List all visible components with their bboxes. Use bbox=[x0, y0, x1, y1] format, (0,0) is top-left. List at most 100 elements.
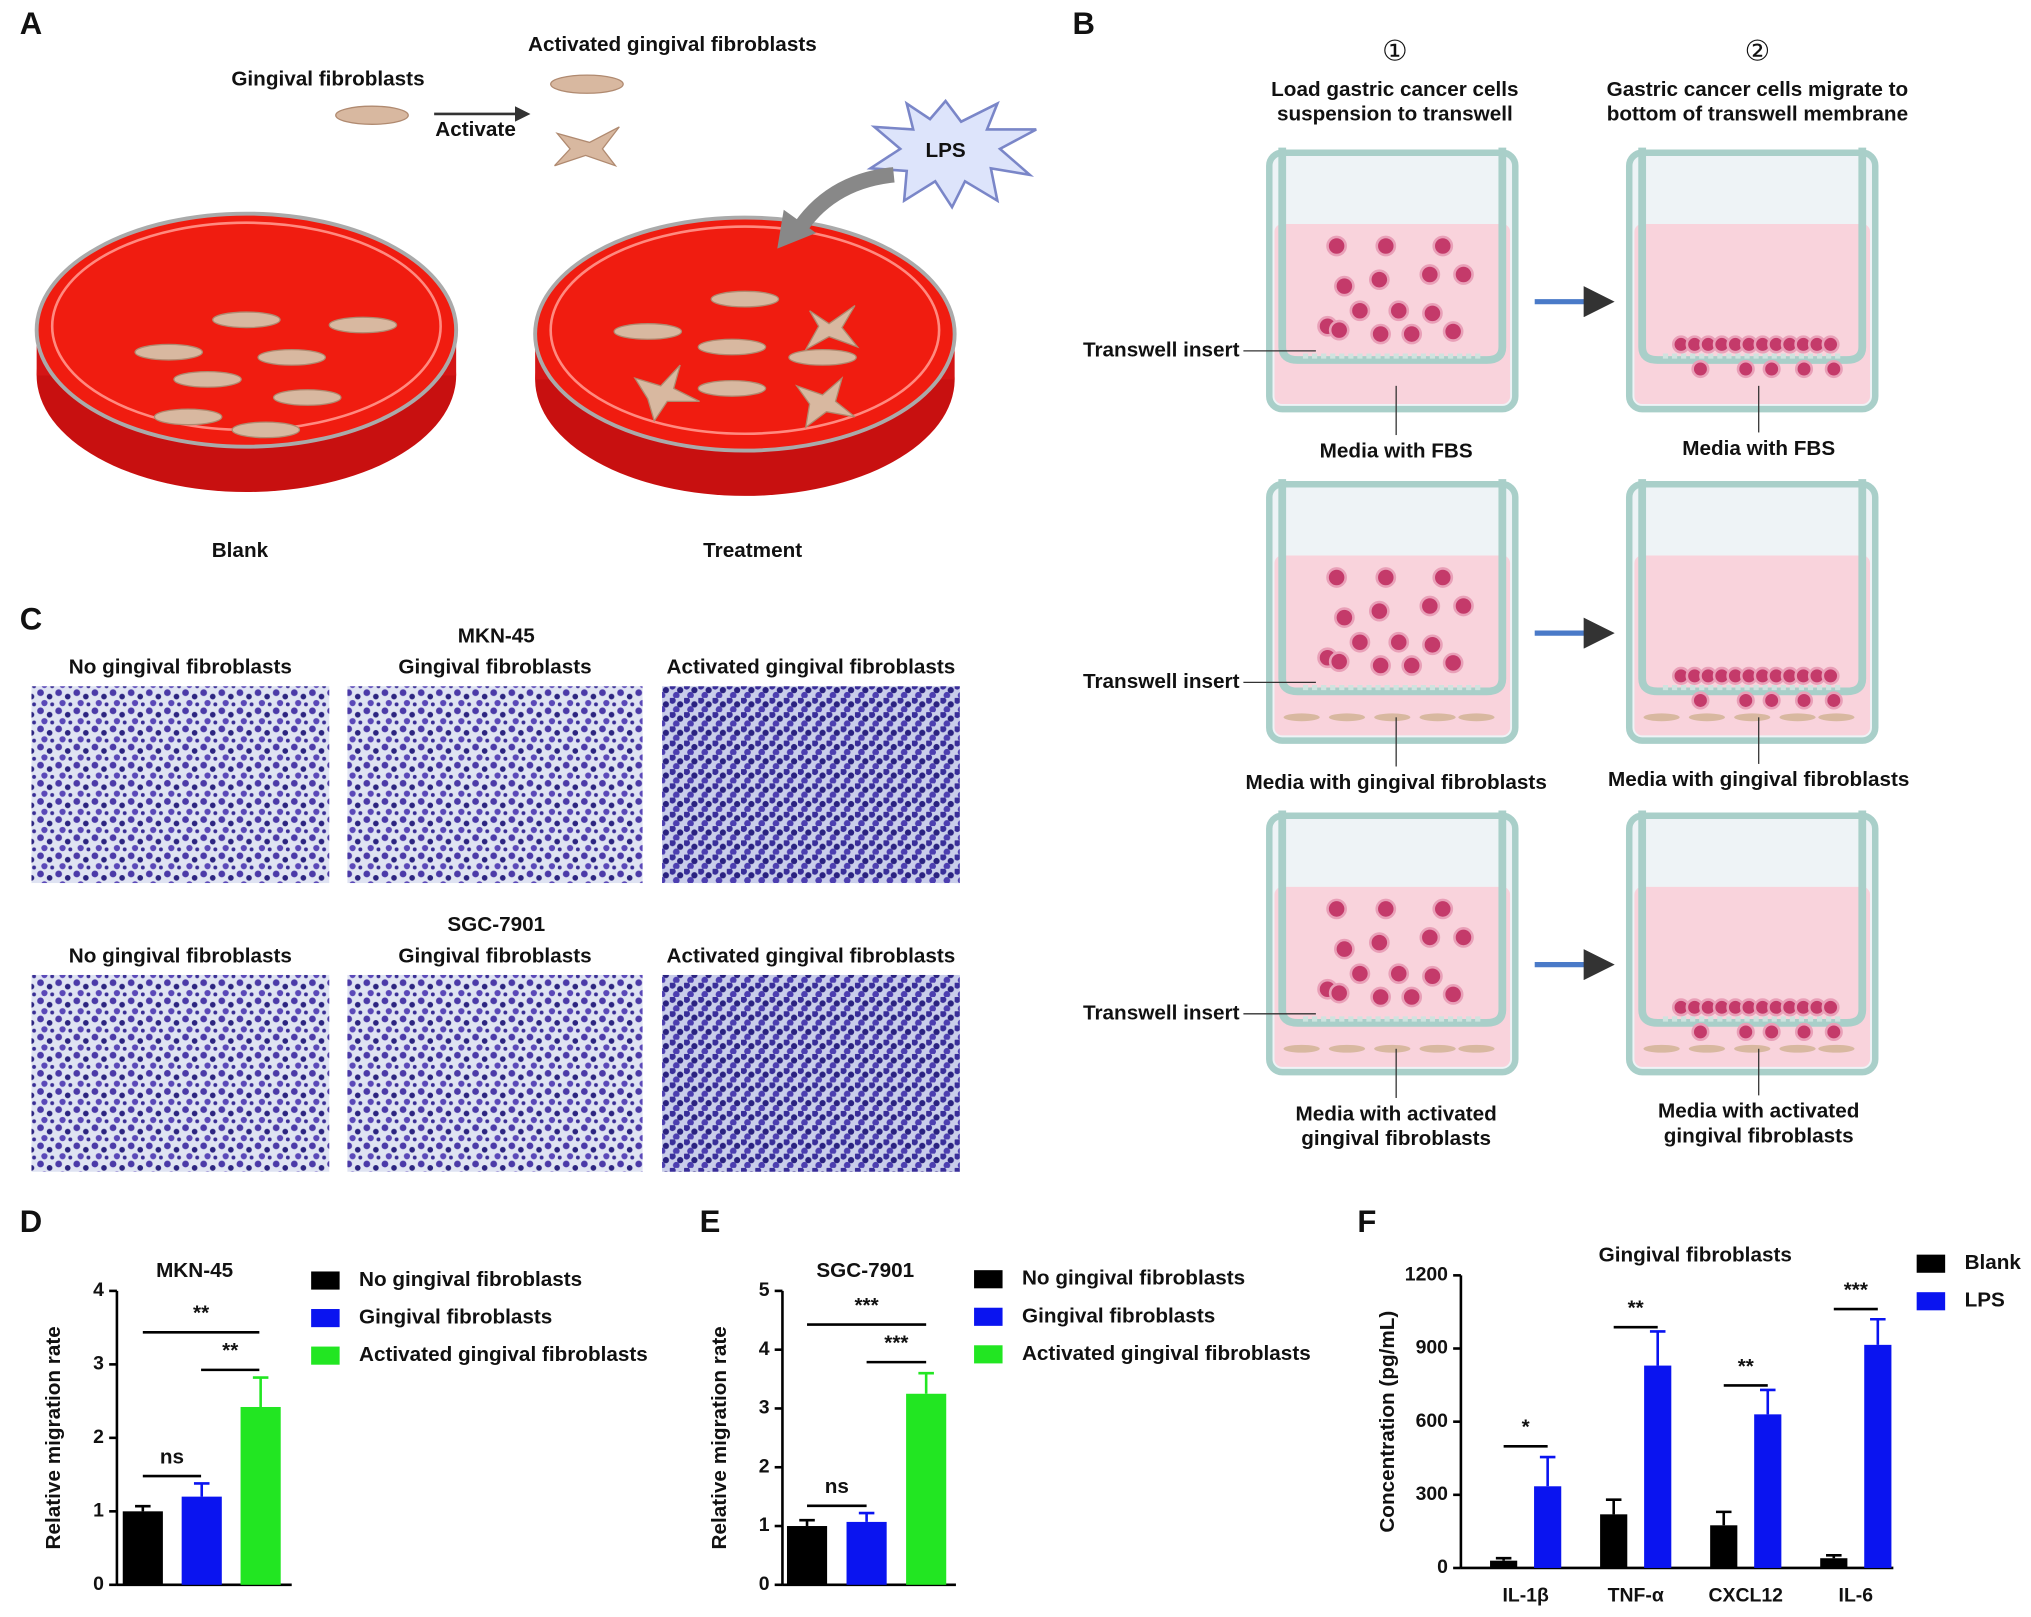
label: Transwell insert bbox=[1083, 670, 1240, 693]
x-tick-label: IL-1β bbox=[1502, 1585, 1549, 1607]
label: ② bbox=[1745, 36, 1771, 68]
insert bbox=[1638, 147, 1867, 364]
cancer-cell bbox=[1736, 1022, 1755, 1042]
label: bottom of transwell membrane bbox=[1607, 103, 1908, 126]
error-bar bbox=[858, 1511, 875, 1522]
bar bbox=[1864, 1344, 1892, 1568]
bar bbox=[786, 1526, 828, 1585]
label: Media with FBS bbox=[1320, 439, 1473, 462]
cancer-cell bbox=[1824, 691, 1843, 710]
fibroblast bbox=[1643, 1044, 1680, 1053]
error-bar bbox=[1715, 1510, 1732, 1526]
y-tick-label: 0 bbox=[1437, 1556, 1448, 1578]
cancer-cell bbox=[1442, 321, 1464, 342]
legend-label: No gingival fibroblasts bbox=[359, 1268, 582, 1291]
legend-label: Activated gingival fibroblasts bbox=[359, 1343, 648, 1366]
cancer-cell bbox=[1401, 655, 1423, 676]
bar bbox=[240, 1406, 281, 1585]
cancer-cell bbox=[1326, 567, 1347, 588]
significance-label: *** bbox=[1844, 1278, 1869, 1301]
y-tick-label: 5 bbox=[759, 1279, 770, 1301]
legend-label: No gingival fibroblasts bbox=[1022, 1267, 1245, 1290]
cancer-cell bbox=[1334, 275, 1355, 297]
label: Media with FBS bbox=[1682, 437, 1835, 460]
cancer-cell bbox=[1328, 651, 1350, 672]
chart-title: MKN-45 bbox=[156, 1259, 233, 1282]
dish-treatment bbox=[533, 215, 957, 496]
significance-label: *** bbox=[884, 1331, 909, 1354]
dish-blank bbox=[34, 211, 459, 493]
cancer-cell bbox=[1388, 300, 1410, 322]
fibroblast bbox=[1734, 713, 1771, 722]
transwell bbox=[1266, 810, 1519, 1076]
cancer-cell bbox=[1370, 323, 1391, 345]
micrograph bbox=[31, 974, 330, 1172]
cancer-cell bbox=[1388, 963, 1410, 985]
legend-swatch bbox=[1916, 1254, 1946, 1273]
cancer-cell bbox=[1368, 932, 1390, 953]
cancer-cell bbox=[1824, 1022, 1843, 1042]
panel-label: D bbox=[20, 1204, 42, 1239]
fibroblast bbox=[1328, 713, 1366, 722]
cancer-cell bbox=[1349, 300, 1371, 322]
error-bar bbox=[799, 1518, 815, 1527]
cancer-cell bbox=[1691, 1022, 1710, 1042]
label: MKN-45 bbox=[458, 625, 535, 648]
cancer-cell bbox=[1419, 927, 1441, 948]
cancer-cell bbox=[1370, 986, 1391, 1008]
insert bbox=[1278, 147, 1507, 364]
label: ① bbox=[1382, 36, 1408, 68]
error-bar bbox=[1649, 1330, 1666, 1366]
bar bbox=[1710, 1525, 1738, 1568]
bar bbox=[1600, 1514, 1628, 1568]
cancer-cell bbox=[1691, 359, 1710, 379]
panel-label: F bbox=[1357, 1204, 1376, 1239]
significance-label: ** bbox=[1738, 1355, 1755, 1378]
panel-label: E bbox=[700, 1204, 721, 1239]
cancer-cell bbox=[1422, 634, 1443, 656]
cancer-cell bbox=[1762, 359, 1781, 379]
transwell bbox=[1625, 147, 1879, 413]
label: Gingival fibroblasts bbox=[398, 944, 591, 967]
y-tick-label: 900 bbox=[1416, 1337, 1448, 1359]
cancer-cell bbox=[1736, 359, 1755, 379]
cancer-cell bbox=[1432, 898, 1454, 920]
panel-label: C bbox=[20, 602, 42, 637]
x-tick-label: TNF-α bbox=[1608, 1585, 1664, 1607]
label: gingival fibroblasts bbox=[1301, 1127, 1491, 1150]
fibroblast bbox=[1458, 713, 1495, 722]
cancer-cell bbox=[1375, 898, 1397, 920]
cancer-cell bbox=[1326, 235, 1347, 257]
cancer-cell bbox=[1422, 302, 1443, 324]
fibroblast bbox=[1643, 713, 1680, 722]
micrograph bbox=[347, 974, 643, 1172]
significance-label: ** bbox=[222, 1339, 239, 1362]
cancer-cell bbox=[1375, 567, 1397, 588]
legend-label: Gingival fibroblasts bbox=[1022, 1304, 1215, 1327]
fibroblast bbox=[1688, 1044, 1726, 1053]
fibroblast bbox=[1779, 1044, 1816, 1053]
label: Gingival fibroblasts bbox=[398, 656, 591, 679]
lps-arrow bbox=[790, 167, 895, 238]
cancer-cell bbox=[1368, 600, 1390, 622]
error-bar bbox=[918, 1371, 934, 1394]
label: gingival fibroblasts bbox=[1664, 1124, 1854, 1147]
legend-swatch bbox=[311, 1309, 340, 1328]
cancer-cell bbox=[1453, 927, 1474, 948]
legend-swatch bbox=[311, 1346, 340, 1365]
cancer-cell bbox=[1334, 607, 1355, 628]
transwell bbox=[1266, 147, 1519, 413]
x-tick-label: IL-6 bbox=[1839, 1585, 1874, 1607]
cancer-cell bbox=[1824, 359, 1843, 379]
cancer-cell bbox=[1453, 595, 1474, 617]
fibroblast bbox=[1818, 713, 1855, 722]
panel-label: A bbox=[20, 6, 42, 41]
legend-label: LPS bbox=[1965, 1289, 2005, 1312]
label: Media with activated bbox=[1658, 1100, 1859, 1123]
y-tick-label: 1 bbox=[759, 1514, 770, 1536]
bar bbox=[1820, 1558, 1848, 1568]
cancer-cell bbox=[1736, 691, 1755, 710]
cancer-cell bbox=[1401, 986, 1423, 1008]
cancer-cell bbox=[1328, 982, 1350, 1004]
